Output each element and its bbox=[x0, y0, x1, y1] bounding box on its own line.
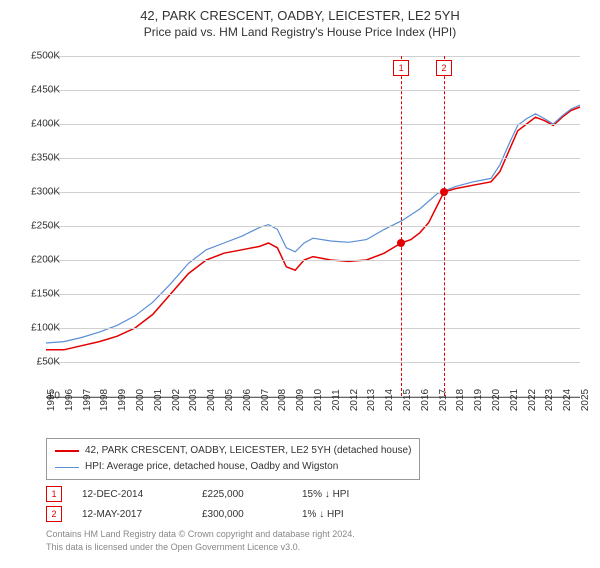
sale-date: 12-MAY-2017 bbox=[82, 509, 182, 520]
page-subtitle: Price paid vs. HM Land Registry's House … bbox=[0, 25, 600, 39]
x-axis-label: 2009 bbox=[295, 389, 306, 411]
legend-swatch bbox=[55, 450, 79, 452]
sale-delta: 1% ↓ HPI bbox=[302, 509, 382, 520]
series-hpi bbox=[46, 105, 580, 343]
gridline bbox=[46, 56, 580, 57]
y-axis-label: £300K bbox=[16, 187, 60, 198]
y-axis-label: £100K bbox=[16, 323, 60, 334]
series-price_paid bbox=[46, 107, 580, 350]
sale-price: £225,000 bbox=[202, 489, 282, 500]
chart-plot-area: 12 bbox=[46, 56, 580, 396]
x-axis-label: 1997 bbox=[82, 389, 93, 411]
x-axis-label: 2005 bbox=[224, 389, 235, 411]
y-axis-label: £150K bbox=[16, 289, 60, 300]
x-axis-label: 2022 bbox=[527, 389, 538, 411]
x-axis-label: 2023 bbox=[544, 389, 555, 411]
x-axis-label: 2019 bbox=[473, 389, 484, 411]
x-axis-label: 2007 bbox=[260, 389, 271, 411]
x-axis-label: 2016 bbox=[420, 389, 431, 411]
x-axis-label: 2003 bbox=[188, 389, 199, 411]
y-axis-label: £500K bbox=[16, 51, 60, 62]
x-axis-label: 2017 bbox=[438, 389, 449, 411]
x-axis-label: 2020 bbox=[491, 389, 502, 411]
gridline bbox=[46, 362, 580, 363]
legend-item: 42, PARK CRESCENT, OADBY, LEICESTER, LE2… bbox=[55, 443, 411, 459]
sale-price: £300,000 bbox=[202, 509, 282, 520]
legend-item: HPI: Average price, detached house, Oadb… bbox=[55, 459, 411, 475]
sale-row: 1 12-DEC-2014 £225,000 15% ↓ HPI bbox=[46, 484, 382, 504]
x-axis-label: 2011 bbox=[331, 389, 342, 411]
gridline bbox=[46, 192, 580, 193]
x-axis-label: 2002 bbox=[171, 389, 182, 411]
legend-swatch bbox=[55, 467, 79, 468]
x-axis-label: 2004 bbox=[206, 389, 217, 411]
footer-line: Contains HM Land Registry data © Crown c… bbox=[46, 528, 355, 541]
legend-label: 42, PARK CRESCENT, OADBY, LEICESTER, LE2… bbox=[85, 443, 411, 459]
sale-vline bbox=[401, 56, 402, 396]
sale-marker-icon: 1 bbox=[46, 486, 62, 502]
sale-vline bbox=[444, 56, 445, 396]
x-axis-label: 2024 bbox=[562, 389, 573, 411]
gridline bbox=[46, 294, 580, 295]
sale-row: 2 12-MAY-2017 £300,000 1% ↓ HPI bbox=[46, 504, 382, 524]
x-axis-label: 2010 bbox=[313, 389, 324, 411]
x-axis-label: 2018 bbox=[455, 389, 466, 411]
gridline bbox=[46, 124, 580, 125]
sale-marker-icon: 2 bbox=[46, 506, 62, 522]
sale-date: 12-DEC-2014 bbox=[82, 489, 182, 500]
y-axis-label: £50K bbox=[16, 357, 60, 368]
x-axis-label: 1998 bbox=[99, 389, 110, 411]
x-axis-label: 2008 bbox=[277, 389, 288, 411]
x-axis-label: 2015 bbox=[402, 389, 413, 411]
gridline bbox=[46, 158, 580, 159]
gridline bbox=[46, 90, 580, 91]
sales-table: 1 12-DEC-2014 £225,000 15% ↓ HPI 2 12-MA… bbox=[46, 484, 382, 524]
x-axis-label: 2014 bbox=[384, 389, 395, 411]
x-axis-label: 2021 bbox=[509, 389, 520, 411]
chart-container: 42, PARK CRESCENT, OADBY, LEICESTER, LE2… bbox=[0, 8, 600, 568]
y-axis-label: £200K bbox=[16, 255, 60, 266]
sale-point bbox=[440, 188, 448, 196]
x-axis-label: 1996 bbox=[64, 389, 75, 411]
x-axis-label: 1995 bbox=[46, 389, 57, 411]
gridline bbox=[46, 328, 580, 329]
legend-label: HPI: Average price, detached house, Oadb… bbox=[85, 459, 338, 475]
footer: Contains HM Land Registry data © Crown c… bbox=[46, 528, 355, 554]
sale-delta: 15% ↓ HPI bbox=[302, 489, 382, 500]
x-axis-label: 2006 bbox=[242, 389, 253, 411]
y-axis-label: £250K bbox=[16, 221, 60, 232]
x-axis-label: 2001 bbox=[153, 389, 164, 411]
y-axis-label: £350K bbox=[16, 153, 60, 164]
y-axis-label: £450K bbox=[16, 85, 60, 96]
x-axis-label: 2012 bbox=[349, 389, 360, 411]
sale-point bbox=[397, 239, 405, 247]
chart-sale-marker: 1 bbox=[393, 60, 409, 76]
x-axis-label: 2025 bbox=[580, 389, 591, 411]
x-axis-label: 2013 bbox=[366, 389, 377, 411]
gridline bbox=[46, 260, 580, 261]
page-title: 42, PARK CRESCENT, OADBY, LEICESTER, LE2… bbox=[0, 8, 600, 23]
footer-line: This data is licensed under the Open Gov… bbox=[46, 541, 355, 554]
y-axis-label: £400K bbox=[16, 119, 60, 130]
x-axis-label: 1999 bbox=[117, 389, 128, 411]
legend: 42, PARK CRESCENT, OADBY, LEICESTER, LE2… bbox=[46, 438, 420, 480]
chart-sale-marker: 2 bbox=[436, 60, 452, 76]
gridline bbox=[46, 226, 580, 227]
x-axis-label: 2000 bbox=[135, 389, 146, 411]
